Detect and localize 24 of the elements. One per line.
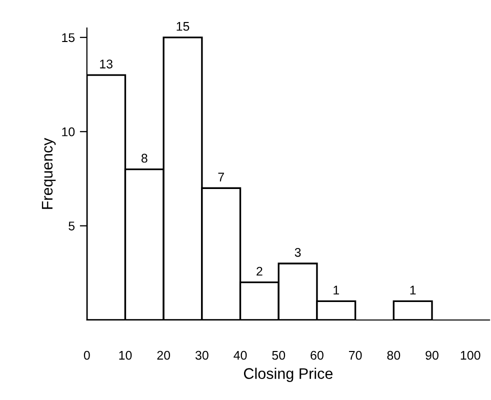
data-label: 2 [256, 266, 262, 276]
x-tick-label: 0 [84, 350, 90, 360]
data-label: 8 [141, 154, 148, 163]
data-label: 3 [294, 248, 301, 257]
data-label: 13 [100, 60, 112, 68]
x-tick-label: 60 [310, 350, 324, 360]
x-tick-label: 10 [119, 350, 132, 360]
x-tick-label: 70 [349, 350, 362, 360]
data-label: 1 [410, 286, 416, 294]
x-tick-label: 20 [157, 350, 170, 360]
x-tick-label: 100 [460, 350, 480, 360]
x-tick-label: 90 [426, 350, 438, 360]
x-tick-label: 80 [387, 350, 400, 360]
y-axis-title: Frequency [42, 138, 56, 209]
data-label: 15 [176, 22, 190, 31]
x-tick-label: 50 [272, 350, 286, 360]
y-tick-label: 15 [62, 33, 75, 42]
y-tick-label: 5 [68, 222, 75, 230]
data-label: 7 [218, 172, 224, 182]
data-label: 1 [334, 286, 340, 294]
y-tick-label: 10 [62, 127, 75, 136]
x-tick-label: 30 [195, 350, 208, 360]
x-tick-label: 40 [234, 350, 247, 360]
x-axis-title: Closing Price [244, 368, 333, 382]
